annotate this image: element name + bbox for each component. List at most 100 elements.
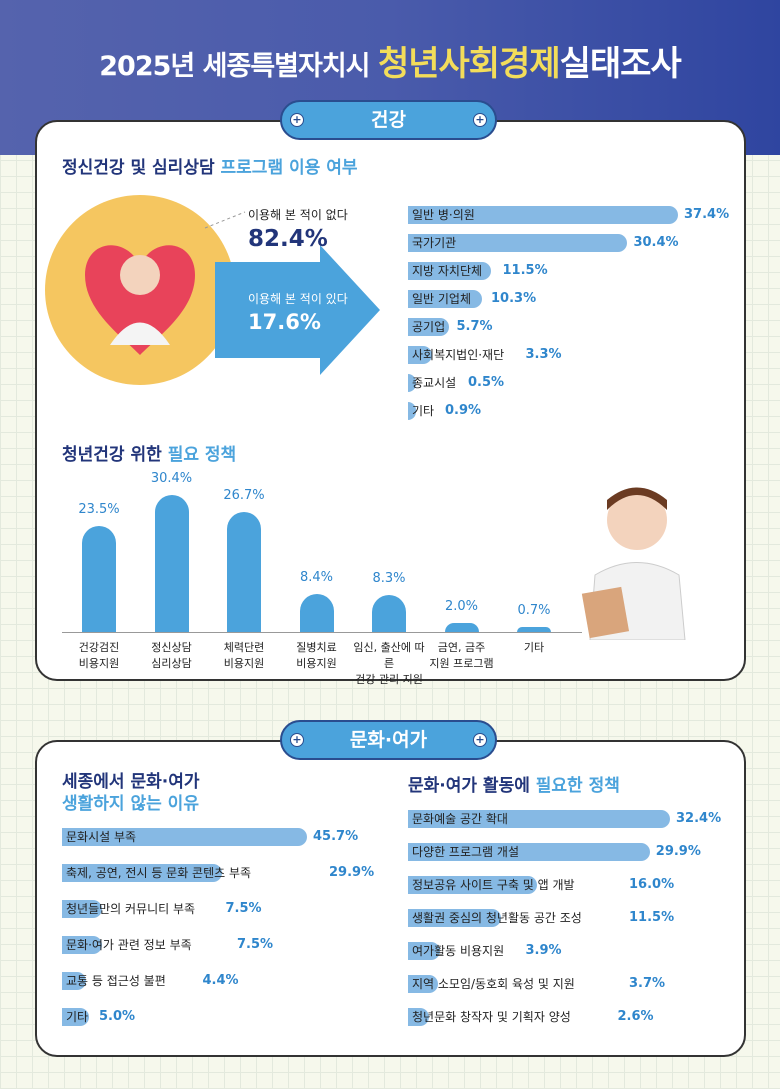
bar	[408, 876, 538, 894]
bar-label: 지방 자치단체	[412, 264, 483, 278]
bar-label: 기타	[412, 404, 435, 418]
plus-icon: +	[473, 733, 487, 747]
bar	[408, 843, 650, 861]
bar-value: 2.0%	[444, 598, 479, 614]
title-highlight: 청년사회경제	[377, 44, 561, 84]
bar-value: 11.5%	[629, 910, 675, 925]
bar-label: 다양한 프로그램 개설	[412, 845, 519, 859]
plus-icon: +	[290, 733, 304, 747]
bar-value: 2.6%	[617, 1009, 654, 1024]
culture-card	[35, 740, 746, 1057]
bar-value: 8.3%	[372, 570, 406, 586]
person-illustration	[120, 255, 160, 295]
bar	[62, 936, 103, 954]
bar-value: 30.4%	[150, 471, 193, 486]
bar-value: 45.7%	[313, 829, 359, 844]
bar-label: 종교시설	[412, 376, 457, 390]
bar	[62, 972, 86, 990]
health-pill: + 건강 +	[280, 100, 497, 140]
pie-slice-used-arrow	[215, 245, 380, 375]
bar	[408, 975, 438, 993]
category-label: 체력단련 비용지원	[223, 641, 265, 670]
bar-value: 5.7%	[456, 319, 493, 334]
never-used-label: 이용해 본 적이 없다	[248, 208, 348, 222]
section-title-health-policy: 청년건강 위한 필요 정책	[62, 445, 237, 465]
bar-value: 29.9%	[329, 865, 375, 880]
bar-label: 여가활동 비용지원	[412, 944, 505, 958]
bar-label: 문화시설 부족	[66, 830, 137, 844]
health-pill-label: 건강	[371, 109, 406, 131]
bar-value: 26.7%	[223, 487, 265, 503]
title-prefix: 2025년 세종특별자치시	[99, 51, 370, 82]
bar	[62, 1008, 89, 1026]
bar	[82, 526, 116, 632]
bar	[227, 511, 261, 632]
bar	[408, 346, 432, 364]
bar-label: 문화예술 공간 확대	[412, 812, 508, 826]
bar-label: 일반 병·의원	[412, 208, 475, 222]
section-title-culture-policy: 문화·여가 활동에 필요한 정책	[408, 776, 620, 796]
bar-value: 23.5%	[78, 502, 120, 518]
used-value: 17.6%	[248, 310, 321, 334]
category-label: 질병치료 비용지원	[296, 641, 337, 670]
bar-label: 문화·여가 관련 정보 부족	[66, 938, 192, 952]
bar-value: 4.4%	[202, 973, 239, 988]
culture-pill-label: 문화·여가	[349, 729, 428, 751]
bar-value: 11.5%	[502, 263, 548, 278]
bar	[62, 864, 223, 882]
bar-value: 7.5%	[237, 937, 274, 952]
bar-label: 지역 소모임/동호회 육성 및 지원	[412, 977, 575, 991]
bar-value: 16.0%	[629, 877, 675, 892]
bar-label: 청년들만의 커뮤니티 부족	[66, 902, 196, 916]
category-label: 기타	[523, 641, 545, 654]
bar	[408, 290, 483, 308]
bar-value: 30.4%	[633, 235, 679, 250]
bar-value: 32.4%	[676, 811, 722, 826]
bar-value: 29.9%	[655, 844, 701, 859]
bar	[372, 594, 406, 632]
plus-icon: +	[290, 113, 304, 127]
culture-pill: + 문화·여가 +	[280, 720, 497, 760]
bar	[444, 622, 479, 632]
bar-label: 축제, 공연, 전시 등 문화 콘텐츠 부족	[66, 866, 252, 880]
bar-value: 8.4%	[299, 570, 334, 586]
bar-label: 공기업	[412, 320, 446, 334]
bar-value: 0.5%	[468, 375, 505, 390]
bar	[408, 402, 416, 420]
heart-icon	[85, 245, 195, 355]
bar-label: 교통 등 접근성 불편	[66, 974, 166, 988]
bar	[62, 828, 307, 846]
bar-value: 5.0%	[99, 1009, 136, 1024]
bar-value: 3.9%	[525, 943, 562, 958]
bar	[408, 234, 628, 252]
bar-value: 10.3%	[491, 291, 537, 306]
category-label: 임신, 출산에 따른 건강 관리 지원	[353, 641, 425, 686]
bar	[408, 942, 440, 960]
category-label: 금연, 금주 지원 프로그램	[429, 641, 494, 670]
bar-value: 3.3%	[525, 347, 562, 362]
page-title: 2025년 세종특별자치시 청년사회경제실태조사	[0, 36, 780, 85]
bar	[408, 262, 492, 280]
bar	[517, 627, 551, 632]
bar-label: 일반 기업체	[412, 292, 472, 306]
bar	[408, 1008, 430, 1026]
title-suffix: 실태조사	[559, 44, 682, 84]
bar	[408, 909, 501, 927]
bar	[154, 495, 189, 632]
bar-value: 37.4%	[684, 207, 730, 222]
bar-label: 청년문화 창작자 및 기획자 양성	[412, 1010, 571, 1024]
bar-value: 0.7%	[517, 603, 551, 618]
usage-pie	[45, 195, 380, 385]
bar-value: 7.5%	[225, 901, 262, 916]
section-title-program-usage: 정신건강 및 심리상담 프로그램 이용 여부	[62, 158, 358, 178]
never-used-value: 82.4%	[248, 226, 328, 252]
bar-label: 정보공유 사이트 구축 및 앱 개발	[412, 878, 575, 892]
bar-label: 생활권 중심의 청년활동 공간 조성	[412, 911, 582, 925]
section-title-reasons: 세종에서 문화·여가 생활하지 않는 이유	[62, 772, 200, 814]
doctor-illustration	[581, 487, 686, 640]
used-label: 이용해 본 적이 있다	[248, 292, 348, 306]
plus-icon: +	[473, 113, 487, 127]
bar-value: 3.7%	[629, 976, 666, 991]
category-label: 건강검진 비용지원	[78, 641, 120, 670]
bar	[408, 206, 678, 224]
